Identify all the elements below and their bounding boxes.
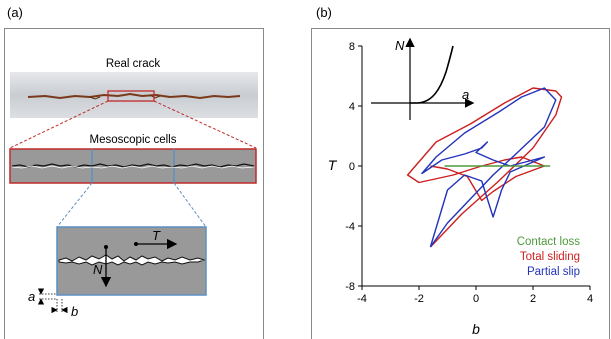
real-crack-label: Real crack <box>106 58 161 70</box>
y-tick-label-2: 0 <box>349 161 355 173</box>
cell-crack-interface <box>58 254 206 266</box>
x-tick-label-4: 4 <box>587 293 593 305</box>
y-tick-label-0: -8 <box>345 281 355 293</box>
panel-label-a: (a) <box>7 5 23 20</box>
series-partial-slip <box>421 87 557 248</box>
panel-a-frame <box>4 28 264 339</box>
meso-label: Mesoscopic cells <box>90 134 177 146</box>
meso-crack <box>11 163 255 168</box>
inset-xlabel: a <box>462 87 469 102</box>
y-tick-label-4: 8 <box>349 41 355 53</box>
legend-contact-loss: Contact loss <box>517 236 581 248</box>
panel-b-frame <box>311 28 610 339</box>
x-tick-label-2: 0 <box>473 293 479 305</box>
y-tick-label-1: -4 <box>345 221 355 233</box>
series-total-sliding <box>406 87 563 248</box>
a-symbol: a <box>28 289 35 304</box>
T-symbol: T <box>152 228 161 243</box>
panel-label-b: (b) <box>316 5 332 20</box>
x-tick-label-3: 2 <box>530 293 536 305</box>
x-tick-label-0: -4 <box>357 293 367 305</box>
inset-plot: N a <box>371 37 475 120</box>
legend-total-sliding: Total sliding <box>520 251 580 263</box>
b-symbol: b <box>71 304 78 319</box>
inset-ylabel: N <box>395 38 405 53</box>
panel-a-illustration: Real crack Mesoscopic cells T N a b <box>9 58 258 319</box>
x-axis-label: b <box>472 321 480 337</box>
y-tick-label-3: 4 <box>349 101 355 113</box>
inset-curve <box>410 45 454 104</box>
x-tick-label-1: -2 <box>414 293 424 305</box>
N-symbol: N <box>93 262 103 277</box>
zoom-box <box>107 90 155 102</box>
y-axis-label: T <box>328 157 338 173</box>
legend-partial-slip: Partial slip <box>527 266 580 278</box>
crack-line <box>27 92 241 100</box>
